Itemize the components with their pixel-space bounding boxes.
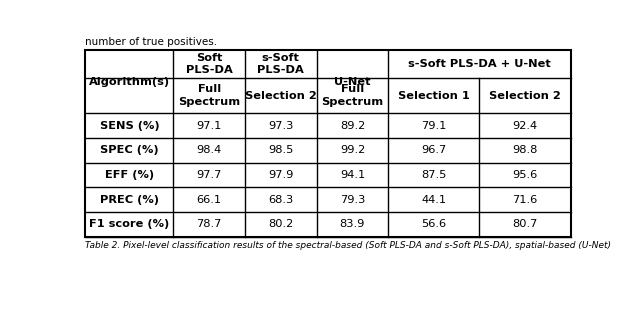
Text: 89.2: 89.2 xyxy=(340,121,365,131)
Text: F1 score (%): F1 score (%) xyxy=(89,219,170,229)
Text: 71.6: 71.6 xyxy=(513,195,538,205)
Text: 97.3: 97.3 xyxy=(268,121,294,131)
Text: 83.9: 83.9 xyxy=(340,219,365,229)
Text: Full
Spectrum: Full Spectrum xyxy=(321,84,383,107)
Text: 98.4: 98.4 xyxy=(196,145,222,155)
Text: EFF (%): EFF (%) xyxy=(105,170,154,180)
Text: 97.9: 97.9 xyxy=(268,170,294,180)
Text: SENS (%): SENS (%) xyxy=(100,121,159,131)
Text: 68.3: 68.3 xyxy=(268,195,293,205)
Text: s-Soft
PLS-DA: s-Soft PLS-DA xyxy=(257,53,304,75)
Text: Selection 2: Selection 2 xyxy=(489,91,561,101)
Text: 56.6: 56.6 xyxy=(421,219,446,229)
Text: 78.7: 78.7 xyxy=(196,219,222,229)
Bar xyxy=(85,50,571,237)
Text: 79.3: 79.3 xyxy=(340,195,365,205)
Text: 66.1: 66.1 xyxy=(196,195,221,205)
Text: U-Net: U-Net xyxy=(334,77,371,87)
Text: 97.7: 97.7 xyxy=(196,170,222,180)
Text: s-Soft PLS-DA + U-Net: s-Soft PLS-DA + U-Net xyxy=(408,59,551,69)
Text: Selection 1: Selection 1 xyxy=(398,91,470,101)
Text: Table 2. Pixel-level classification results of the spectral-based (Soft PLS-DA a: Table 2. Pixel-level classification resu… xyxy=(85,241,611,250)
Text: 96.7: 96.7 xyxy=(421,145,447,155)
Text: Soft
PLS-DA: Soft PLS-DA xyxy=(186,53,232,75)
Text: 95.6: 95.6 xyxy=(513,170,538,180)
Text: Full
Spectrum: Full Spectrum xyxy=(178,84,240,107)
Text: number of true positives.: number of true positives. xyxy=(85,37,218,47)
Text: 94.1: 94.1 xyxy=(340,170,365,180)
Text: 80.7: 80.7 xyxy=(512,219,538,229)
Text: Algorithm(s): Algorithm(s) xyxy=(89,77,170,87)
Text: PREC (%): PREC (%) xyxy=(100,195,159,205)
Text: 92.4: 92.4 xyxy=(513,121,538,131)
Text: 44.1: 44.1 xyxy=(421,195,446,205)
Text: 98.8: 98.8 xyxy=(512,145,538,155)
Text: 79.1: 79.1 xyxy=(421,121,447,131)
Text: 97.1: 97.1 xyxy=(196,121,222,131)
Text: 80.2: 80.2 xyxy=(268,219,293,229)
Text: 87.5: 87.5 xyxy=(421,170,447,180)
Text: 98.5: 98.5 xyxy=(268,145,294,155)
Text: Selection 2: Selection 2 xyxy=(245,91,317,101)
Text: 99.2: 99.2 xyxy=(340,145,365,155)
Text: SPEC (%): SPEC (%) xyxy=(100,145,159,155)
